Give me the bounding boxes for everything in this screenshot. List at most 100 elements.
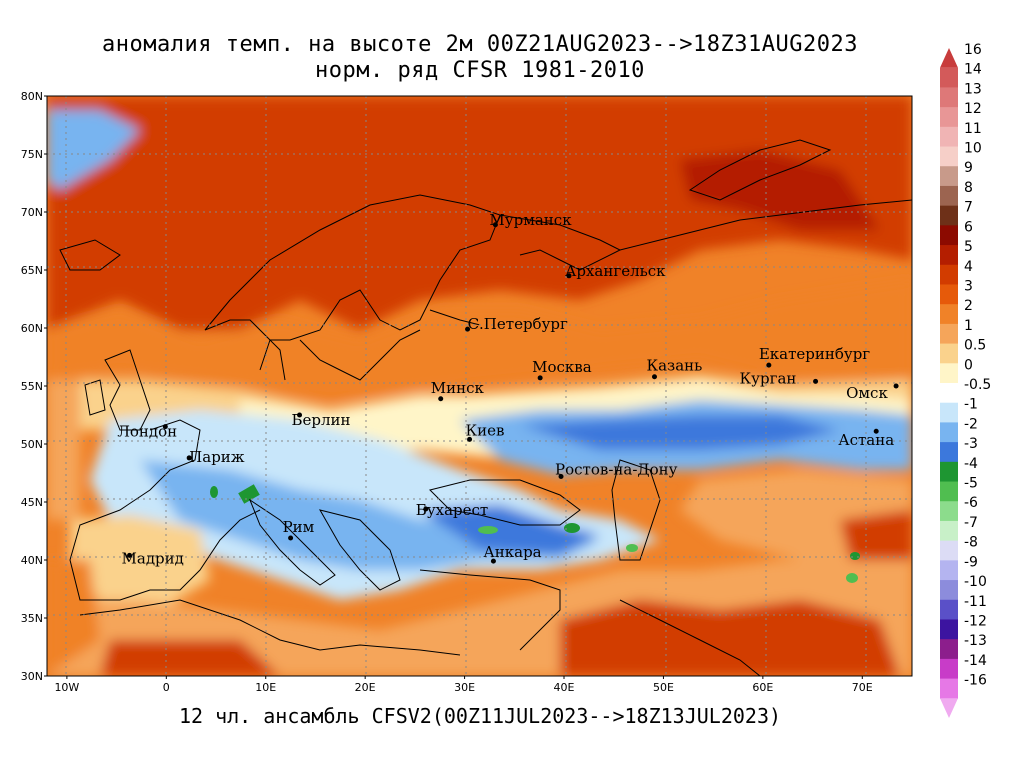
anomaly-field [47, 96, 912, 676]
colorbar-label: 7 [964, 200, 973, 216]
colorbar-cell [940, 698, 958, 718]
colorbar-label: 1 [964, 318, 973, 334]
latitude-tick-label: 50N [21, 438, 43, 451]
city-label: Астана [838, 431, 894, 449]
longitude-tick-label: 10E [255, 681, 276, 694]
city-dot [492, 222, 498, 228]
colorbar-label: 8 [964, 180, 973, 196]
colorbar-cell [940, 580, 958, 601]
city-label: Париж [189, 448, 245, 466]
city-dot [766, 362, 772, 368]
colorbar-label: -12 [964, 613, 987, 629]
longitude-tick-label: 20E [355, 681, 376, 694]
colorbar-cell [940, 304, 958, 325]
colorbar-cell [940, 461, 958, 483]
longitude-tick-label: 70E [852, 681, 873, 694]
map-title-line1: аномалия темп. на высоте 2м 00Z21AUG2023… [102, 32, 858, 57]
colorbar-cell [940, 501, 958, 522]
city-dot [566, 273, 572, 279]
colorbar-label: 13 [964, 81, 982, 97]
colorbar-cell [940, 107, 958, 128]
colorbar-cell [940, 658, 958, 680]
colorbar-cell [940, 245, 958, 266]
colorbar-cell [940, 363, 958, 384]
latitude-tick-label: 45N [21, 496, 43, 509]
longitude-tick-label: 10W [54, 681, 79, 694]
city-dot [423, 506, 429, 512]
latitude-tick-label: 40N [21, 554, 43, 567]
colorbar-label: -8 [964, 535, 978, 551]
city-dot [467, 436, 473, 442]
colorbar-label: 14 [964, 62, 982, 78]
colorbar-cell [940, 146, 958, 167]
colorbar-cell [940, 639, 958, 660]
longitude-tick-label: 50E [653, 681, 674, 694]
colorbar-label: 0.5 [964, 338, 986, 354]
colorbar-label: -9 [964, 554, 978, 570]
colorbar-label: -4 [964, 456, 978, 472]
colorbar-label: 6 [964, 219, 973, 235]
coastlines [59, 139, 912, 676]
city-markers: Мурманск Архангельск С.Петербург Москва Каза… [117, 211, 899, 567]
city-label: Москва [532, 358, 592, 376]
city-dot [186, 455, 192, 461]
colorbar-cell [940, 540, 958, 561]
map-title-line2: норм. ряд CFSR 1981-2010 [315, 58, 645, 83]
latitude-labels: 30N 35N 40N 45N 50N 55N 60N 65N 70N 75N 80N [21, 90, 47, 683]
colorbar-label: 12 [964, 101, 982, 117]
colorbar-cell [940, 166, 958, 187]
colorbar-label: 5 [964, 239, 973, 255]
city-label: Минск [431, 379, 485, 397]
colorbar-cell [940, 205, 958, 226]
city-label: Курган [740, 369, 797, 387]
colorbar-cell [940, 343, 958, 364]
colorbar-cell [940, 264, 958, 285]
city-dot [490, 558, 496, 564]
colorbar-cell [940, 225, 958, 246]
colorbar-label: -2 [964, 416, 978, 432]
colorbar-label: -16 [964, 673, 987, 689]
colorbar-label: 0 [964, 357, 973, 373]
latitude-tick-label: 30N [21, 670, 43, 683]
longitude-tick-label: 0 [163, 681, 170, 694]
colorbar-label: 3 [964, 278, 973, 294]
city-dot [297, 412, 303, 418]
colorbar-cell [940, 67, 958, 88]
latitude-tick-label: 35N [21, 612, 43, 625]
city-dot [288, 535, 294, 541]
city-dot [813, 378, 819, 384]
colorbar-cell [940, 383, 958, 404]
latitude-tick-label: 75N [21, 148, 43, 161]
colorbar-label: -13 [964, 633, 987, 649]
colorbar-label: 11 [964, 121, 982, 137]
strong-cold-spots [210, 484, 860, 583]
city-label: С.Петербург [468, 315, 568, 333]
city-label: Омск [846, 384, 888, 402]
colorbar-cell [940, 481, 958, 502]
longitude-tick-label: 30E [454, 681, 475, 694]
colorbar-cell [940, 185, 958, 207]
latitude-tick-label: 65N [21, 264, 43, 277]
colorbar-label: -6 [964, 495, 978, 511]
colorbar-cell [940, 422, 958, 443]
city-dot [465, 326, 471, 332]
city-dot [127, 552, 133, 558]
colorbar-cell [940, 442, 958, 463]
colorbar-label: -5 [964, 476, 978, 492]
city-label: Казань [646, 357, 702, 375]
city-label: Анкара [483, 543, 541, 561]
colorbar-label: -11 [964, 594, 987, 610]
colorbar-label: 4 [964, 259, 973, 275]
latitude-tick-label: 80N [21, 90, 43, 103]
colorbar-cell [940, 599, 958, 620]
colorbar-cell [940, 87, 958, 108]
colorbar-cell [940, 402, 958, 423]
colorbar-label: -0.5 [964, 377, 991, 393]
colorbar-label: -3 [964, 436, 978, 452]
colorbar-label: -1 [964, 397, 978, 413]
colorbar-cell [940, 560, 958, 581]
longitude-labels: 10W 0 10E 20E 30E 40E 50E 60E 70E [54, 676, 873, 694]
city-label: Киев [466, 421, 505, 439]
city-label: Архангельск [565, 262, 666, 280]
